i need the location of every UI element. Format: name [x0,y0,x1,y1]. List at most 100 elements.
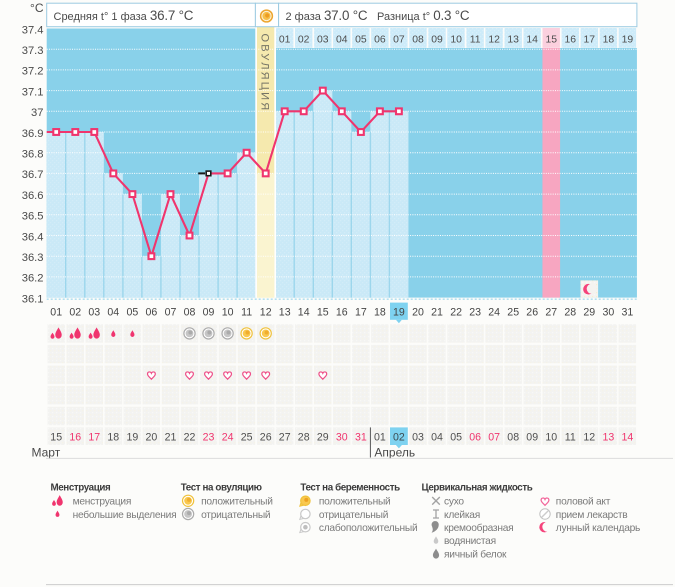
svg-text:36.8: 36.8 [22,149,44,161]
svg-text:11: 11 [470,35,481,46]
svg-text:лунный календарь: лунный календарь [556,523,640,534]
svg-text:17: 17 [355,307,367,319]
svg-text:15: 15 [546,35,558,46]
svg-text:36.2: 36.2 [22,273,44,285]
svg-text:15: 15 [317,307,329,319]
svg-text:11: 11 [565,432,576,444]
svg-text:11: 11 [241,307,252,319]
svg-text:16: 16 [565,35,577,46]
svg-text:07: 07 [393,35,405,46]
svg-text:05: 05 [355,35,367,46]
svg-text:02: 02 [298,35,310,46]
svg-text:37: 37 [31,107,43,119]
svg-text:26: 26 [526,307,538,319]
svg-text:10: 10 [545,432,557,444]
svg-text:13: 13 [603,432,615,444]
svg-text:небольшие выделения: небольшие выделения [73,509,177,521]
svg-text:37.4: 37.4 [22,24,44,36]
svg-text:Тест на овуляцию: Тест на овуляцию [181,483,262,494]
svg-text:Менструация: Менструация [51,483,111,494]
svg-text:09: 09 [203,307,215,319]
svg-text:09: 09 [431,35,443,46]
svg-text:водянистая: водянистая [444,536,496,547]
svg-text:28: 28 [298,432,310,444]
svg-text:02: 02 [393,432,405,444]
svg-text:36.9: 36.9 [22,128,44,140]
svg-text:21: 21 [165,432,177,444]
svg-text:10: 10 [450,35,462,46]
svg-text:14: 14 [298,307,310,319]
svg-text:15: 15 [50,432,62,444]
svg-text:18: 18 [374,307,386,319]
svg-text:26: 26 [260,432,272,444]
svg-text:положительный: положительный [319,497,391,508]
svg-text:слабоположительный: слабоположительный [319,522,418,534]
svg-text:08: 08 [412,35,424,46]
svg-text:04: 04 [431,432,443,444]
svg-text:12: 12 [260,307,272,319]
svg-text:36.7: 36.7 [22,169,44,181]
svg-text:кремообразная: кремообразная [444,522,513,534]
svg-text:24: 24 [488,307,500,319]
svg-text:13: 13 [279,307,291,319]
svg-text:37.2: 37.2 [22,66,44,78]
svg-text:36.1: 36.1 [22,293,44,305]
svg-text:20: 20 [146,432,158,444]
svg-text:Разница t° 0.3 °C: Разница t° 0.3 °C [377,8,470,23]
svg-text:23: 23 [469,307,481,319]
svg-text:05: 05 [127,307,139,319]
svg-text:20: 20 [412,307,424,319]
svg-text:27: 27 [279,432,291,444]
svg-text:30: 30 [603,307,615,319]
svg-text:Средняя t° 1 фаза 36.7 °C: Средняя t° 1 фаза 36.7 °C [54,8,194,23]
svg-text:36.6: 36.6 [22,190,44,202]
svg-text:27: 27 [545,307,557,319]
svg-text:12: 12 [583,432,595,444]
svg-text:положительный: положительный [201,497,273,508]
svg-text:37.3: 37.3 [22,45,44,57]
svg-text:08: 08 [184,307,196,319]
svg-text:ОВУЛЯЦИЯ: ОВУЛЯЦИЯ [258,34,270,113]
svg-text:°C: °C [30,1,44,15]
svg-text:36.4: 36.4 [22,231,44,243]
svg-text:30: 30 [336,432,348,444]
svg-text:22: 22 [450,307,462,319]
svg-text:24: 24 [222,432,234,444]
svg-text:09: 09 [526,432,538,444]
svg-text:07: 07 [165,307,177,319]
svg-text:36.3: 36.3 [22,252,44,264]
svg-text:прием лекарств: прием лекарств [556,510,628,521]
svg-text:13: 13 [507,35,519,46]
svg-text:половой акт: половой акт [556,497,611,508]
svg-text:14: 14 [526,35,538,46]
svg-text:менструация: менструация [73,497,132,508]
svg-text:Март: Март [32,445,61,459]
svg-text:04: 04 [336,35,348,46]
svg-text:05: 05 [450,432,462,444]
svg-text:2 фаза 37.0 °C: 2 фаза 37.0 °C [286,8,368,23]
svg-text:21: 21 [431,307,443,319]
svg-text:03: 03 [412,432,424,444]
svg-text:19: 19 [127,432,139,444]
svg-text:18: 18 [107,432,119,444]
svg-text:01: 01 [50,307,62,319]
svg-text:37.1: 37.1 [22,86,44,98]
svg-text:17: 17 [584,35,596,46]
svg-text:03: 03 [88,307,100,319]
svg-text:отрицательный: отрицательный [201,510,270,521]
svg-text:12: 12 [488,35,500,46]
svg-text:Апрель: Апрель [374,445,415,459]
svg-text:яичный белок: яичный белок [444,548,507,560]
svg-text:06: 06 [146,307,158,319]
svg-text:06: 06 [374,35,386,46]
svg-text:02: 02 [69,307,81,319]
svg-text:04: 04 [107,307,119,319]
svg-text:22: 22 [184,432,196,444]
svg-text:07: 07 [488,432,500,444]
svg-text:18: 18 [603,35,615,46]
svg-text:01: 01 [279,35,291,46]
svg-text:23: 23 [203,432,215,444]
svg-text:06: 06 [469,432,481,444]
svg-text:19: 19 [393,307,405,319]
svg-text:31: 31 [622,307,634,319]
